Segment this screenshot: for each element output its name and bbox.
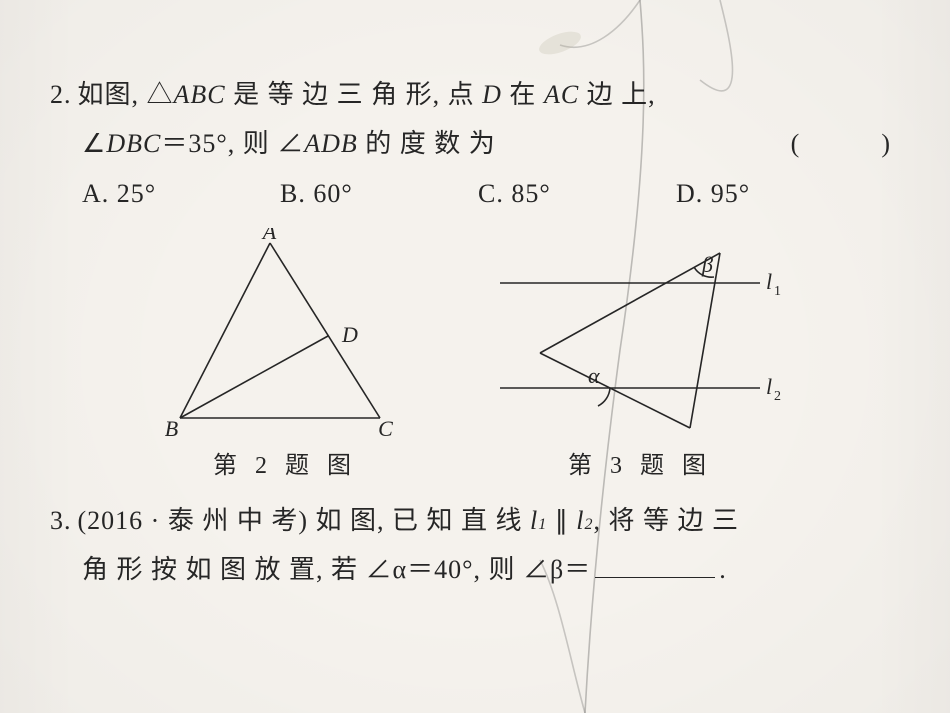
svg-text:l: l [766, 374, 773, 399]
figure-q2: A B C D 第 2 题 图 [160, 228, 410, 490]
choice-c: C. 85° [478, 169, 676, 218]
svg-text:α: α [588, 363, 601, 388]
choice-b: B. 60° [280, 169, 478, 218]
svg-text:B: B [165, 416, 179, 438]
q2-line2: ∠DBC＝35°, 则 ∠ADB 的 度 数 为 ( ) [82, 119, 900, 168]
fig2-svg: A B C D [160, 228, 410, 438]
choice-a: A. 25° [82, 169, 280, 218]
fig3-caption: 第 3 题 图 [568, 444, 712, 490]
q3-suffix: . [719, 545, 727, 594]
q3-line1: 3. (2016 · 泰 州 中 考) 如 图, 已 知 直 线 l1 ∥ l2… [50, 496, 900, 545]
fig3-svg: αβl1l2 [490, 228, 790, 438]
q3-number: 3. [50, 496, 72, 545]
page-content: 2. 如图, △ABC 是 等 边 三 角 形, 点 D 在 AC 边 上, ∠… [50, 70, 900, 595]
svg-text:C: C [378, 416, 394, 438]
svg-text:A: A [261, 228, 277, 244]
q3-text1: (2016 · 泰 州 中 考) 如 图, 已 知 直 线 l1 ∥ l2, 将… [78, 496, 739, 545]
svg-text:D: D [341, 322, 359, 347]
figures-row: ABCD 第 2 题 图 αβl1l2 第 3 题 图 [50, 228, 900, 490]
q3-line2: 角 形 按 如 图 放 置, 若 ∠α＝40°, 则 ∠β＝ . [82, 545, 900, 594]
svg-text:2: 2 [774, 389, 782, 404]
svg-text:1: 1 [774, 284, 782, 299]
q2-number: 2. [50, 70, 72, 119]
q3-blank [595, 554, 715, 578]
q2-paren: ( ) [791, 119, 900, 168]
choice-d: D. 95° [676, 169, 874, 218]
q2-text2: ∠DBC＝35°, 则 ∠ADB 的 度 数 为 [82, 119, 496, 168]
q2-choices: A. 25° B. 60° C. 85° D. 95° [82, 169, 900, 218]
q3-text2: 角 形 按 如 图 放 置, 若 ∠α＝40°, 则 ∠β＝ [82, 545, 591, 594]
svg-text:β: β [701, 252, 714, 277]
fig2-caption: 第 2 题 图 [213, 444, 357, 490]
q2-text1: 如图, △ABC 是 等 边 三 角 形, 点 D 在 AC 边 上, [78, 70, 656, 119]
q2-line1: 2. 如图, △ABC 是 等 边 三 角 形, 点 D 在 AC 边 上, [50, 70, 900, 119]
figure-q3: αβl1l2 第 3 题 图 [490, 228, 790, 490]
svg-text:l: l [766, 269, 773, 294]
